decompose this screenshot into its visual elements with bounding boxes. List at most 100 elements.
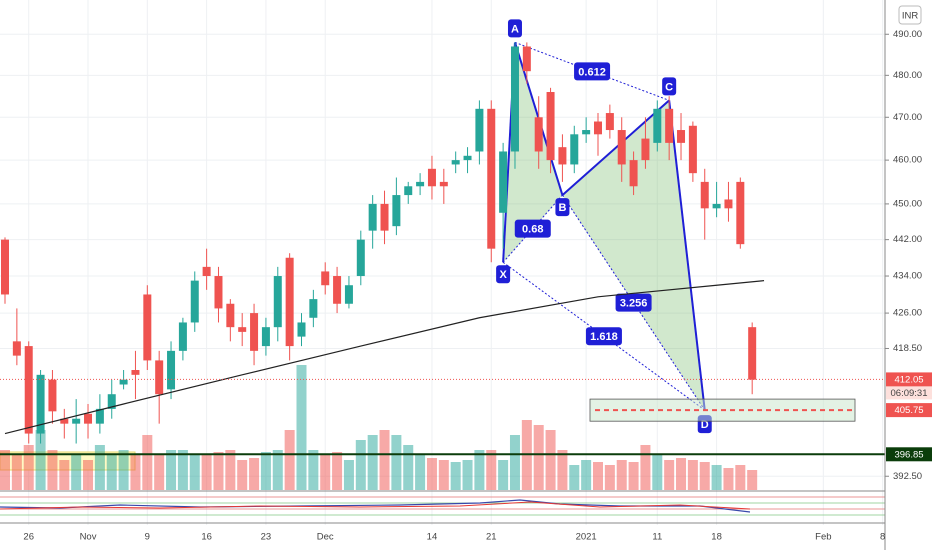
volume-bar [426,458,437,490]
candle-body [72,418,81,424]
volume-bar [391,435,402,490]
candle-body [499,151,508,213]
volume-bar [130,455,141,490]
pattern-label-box [555,198,570,217]
volume-bar [260,452,271,490]
price-label: 412.05 [894,374,923,385]
volume-bar [581,460,592,490]
candle-body [546,92,555,161]
candle-body [368,203,377,231]
candle-body [558,147,567,165]
countdown: 06:09:31 [891,388,928,399]
candle-body [522,46,531,72]
volume-bar [166,450,177,490]
volume-bar [509,435,520,490]
volume-bar [284,430,295,490]
volume-bar [628,462,639,490]
volume-bar [0,450,10,490]
candle-body [404,186,413,196]
price-label-box [886,403,932,418]
x-tick-label: 9 [145,532,150,543]
candle-body [688,125,697,174]
price-label: 396.85 [894,449,923,460]
y-tick-label: 434.00 [893,271,922,282]
candle-body [392,195,401,227]
volume-bar [474,450,485,490]
candle-body [510,46,519,152]
volume-bar [59,460,70,490]
pattern-label: 3.256 [620,297,648,309]
volume-bar [438,460,449,490]
candle-body [178,322,187,351]
volume-bar [47,450,58,490]
pattern-label: 1.618 [590,331,618,343]
price-label: 405.75 [894,405,923,416]
volume-bar [177,450,188,490]
candle-body [748,327,757,380]
candle-body [60,418,69,424]
candle-body [594,121,602,135]
volume-bar [723,468,734,490]
volume-bar [735,465,746,490]
volume-bar [320,455,331,490]
x-tick-label: 2021 [576,532,597,543]
candle-body [475,108,484,152]
candle-body [297,322,306,337]
volume-bar [142,435,153,490]
indicator-line [0,501,751,510]
volume-bar [664,460,675,490]
volume-bar [747,470,758,490]
candle-body [534,117,543,152]
pattern-label-box [507,19,522,38]
volume-bar [296,365,307,490]
candle-body [570,134,579,165]
volume-bar [486,450,497,490]
candle-body [24,346,33,434]
axes: 490.00 480.00 470.00 460.00 450.00 442.00 434.… [23,29,932,543]
candle-body [629,160,638,187]
candle-body [617,130,626,165]
y-tick-label: 490.00 [893,29,922,40]
volume-bar [379,430,390,490]
candle-body [665,108,674,143]
candle-body [712,203,721,209]
pattern-label: A [511,23,519,35]
pattern-label-box [574,62,611,81]
candle-body [439,181,448,187]
candle-body [416,181,425,187]
pattern-label-box [615,293,652,312]
y-tick-label: 450.00 [893,198,922,209]
volume-bar [355,440,366,490]
volume-bar [604,465,615,490]
volume-bar [237,460,248,490]
pattern-fill [562,100,705,411]
currency-button-box[interactable] [898,5,922,25]
volume-bar [640,445,651,490]
x-tick-label: 11 [652,532,662,543]
candle-body [677,130,686,143]
x-tick-label: Feb [815,532,831,543]
volume-bar [343,460,354,490]
candles [1,42,765,444]
candle-body [155,360,164,395]
volume-bar [189,455,200,490]
currency-button[interactable]: INR [898,5,922,25]
y-tick-label: 442.00 [893,234,922,245]
x-tick-label: 14 [427,532,438,543]
pattern-leg [561,99,670,196]
candle-body [190,280,199,323]
pattern-label-box [662,77,677,96]
currency-label[interactable]: INR [902,11,919,22]
volume-bar [83,460,94,490]
candle-body [487,108,496,249]
candle-body [321,271,330,286]
candle-body [309,299,318,318]
x-tick-label: Dec [317,532,334,543]
candle-body [451,160,460,165]
volume-bar [213,452,224,490]
pattern-label: D [701,419,709,431]
volume-bar [711,465,722,490]
y-tick-label: 418.50 [893,343,922,354]
candle-body [641,138,650,161]
